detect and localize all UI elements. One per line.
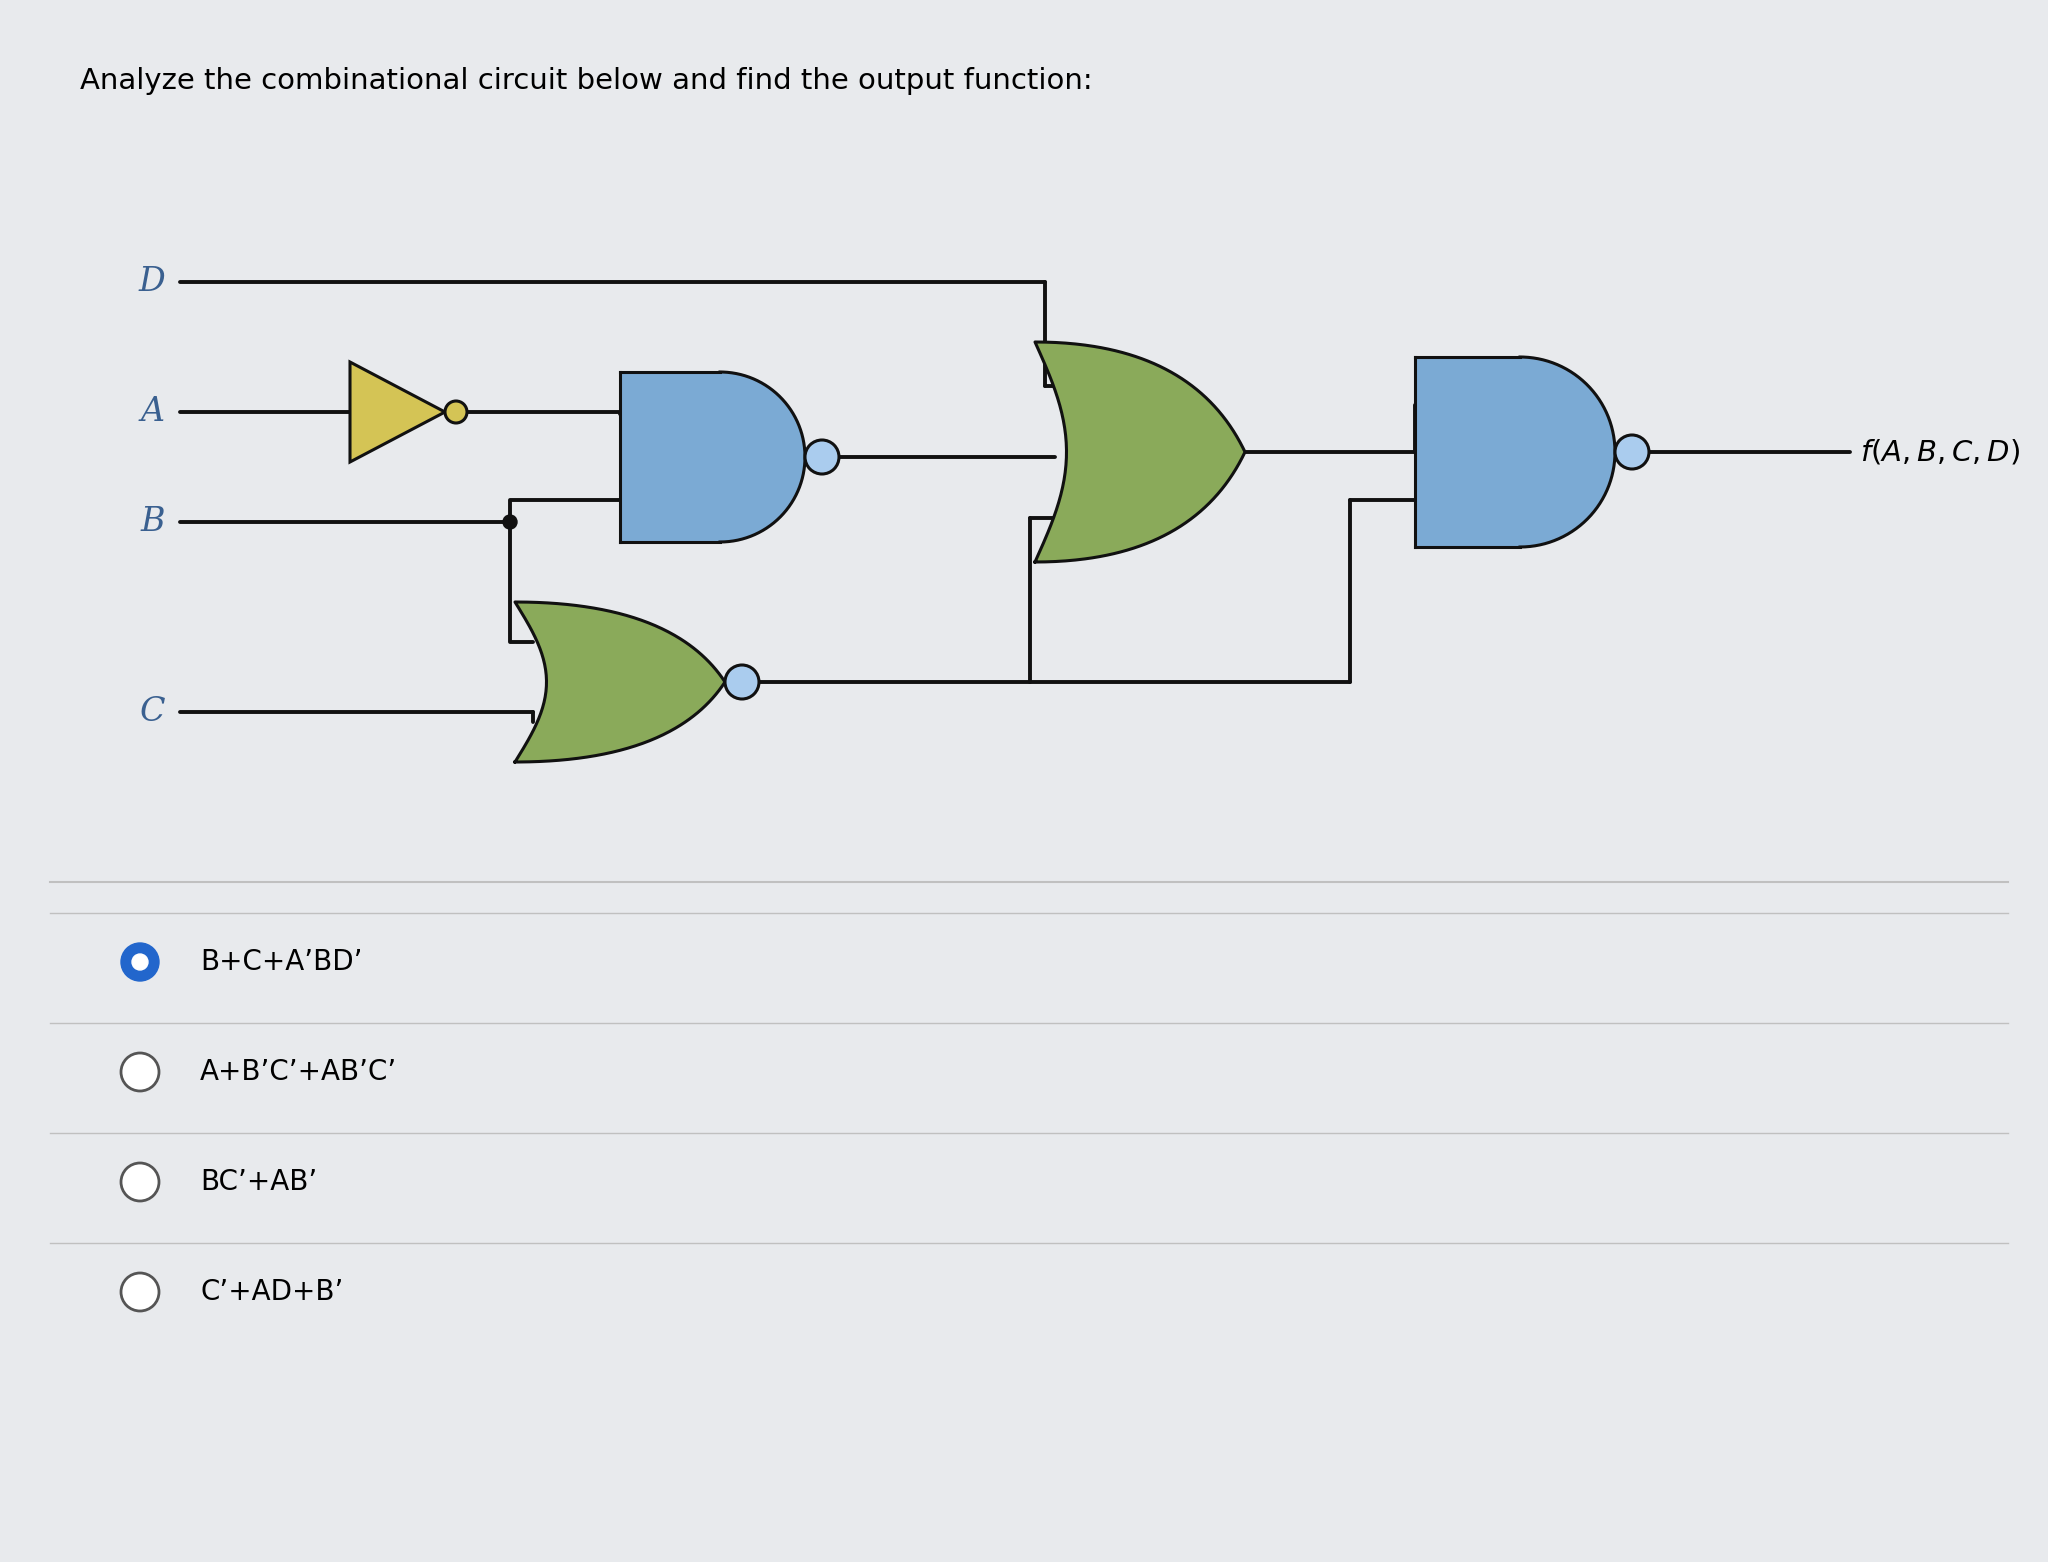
Circle shape bbox=[1616, 434, 1649, 469]
Text: C’+AD+B’: C’+AD+B’ bbox=[201, 1278, 344, 1306]
Bar bbox=[621, 372, 721, 542]
Circle shape bbox=[121, 943, 160, 981]
Bar bbox=[1415, 358, 1520, 547]
Text: Analyze the combinational circuit below and find the output function:: Analyze the combinational circuit below … bbox=[80, 67, 1094, 95]
Text: D: D bbox=[139, 266, 166, 298]
Text: A: A bbox=[141, 397, 166, 428]
Circle shape bbox=[504, 515, 516, 530]
Circle shape bbox=[725, 665, 760, 700]
Circle shape bbox=[121, 1164, 160, 1201]
Polygon shape bbox=[514, 601, 725, 762]
Polygon shape bbox=[1034, 342, 1245, 562]
Text: $f(A, B, C, D)$: $f(A, B, C, D)$ bbox=[1860, 437, 2019, 467]
Circle shape bbox=[805, 440, 840, 473]
Text: B: B bbox=[141, 506, 166, 537]
Text: BC’+AB’: BC’+AB’ bbox=[201, 1168, 317, 1196]
Polygon shape bbox=[1520, 358, 1616, 547]
Circle shape bbox=[131, 954, 147, 970]
Text: A+B’C’+AB’C’: A+B’C’+AB’C’ bbox=[201, 1057, 397, 1086]
Polygon shape bbox=[721, 372, 805, 542]
Polygon shape bbox=[350, 362, 444, 462]
Text: B+C+A’BD’: B+C+A’BD’ bbox=[201, 948, 362, 976]
Text: C: C bbox=[139, 697, 166, 728]
Circle shape bbox=[121, 1053, 160, 1090]
Circle shape bbox=[121, 1273, 160, 1311]
Circle shape bbox=[444, 401, 467, 423]
